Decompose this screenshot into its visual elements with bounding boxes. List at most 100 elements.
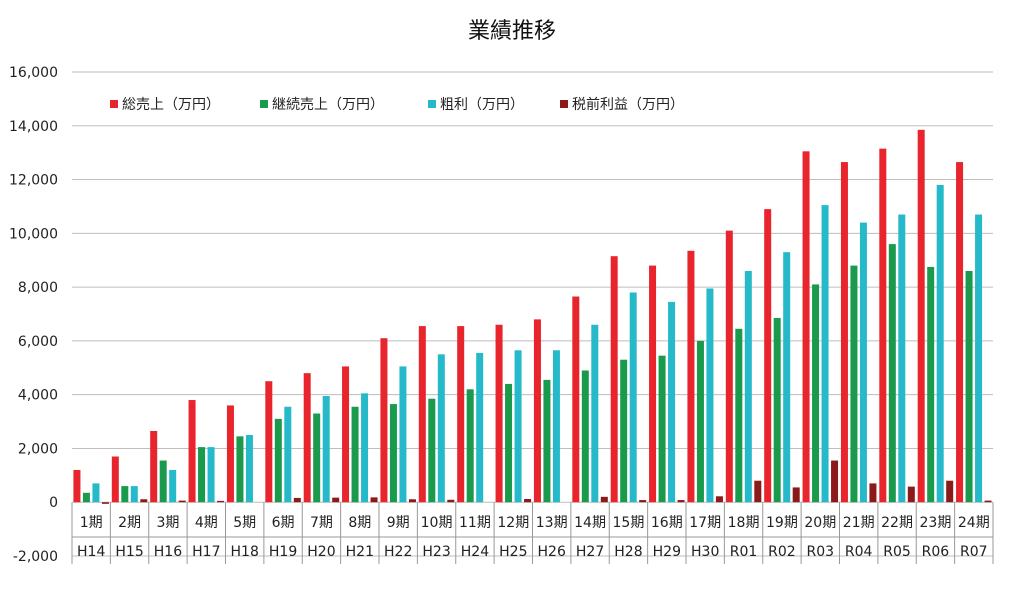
bar-series-2-R04 (850, 265, 858, 503)
category-sub-label: R05 (883, 544, 911, 560)
bar-series-1-H16 (150, 430, 158, 503)
y-tick-label: 12,000 (9, 173, 58, 189)
category-label: 2期 (118, 515, 141, 531)
bar-series-4-H14 (101, 502, 109, 504)
category-label: 6期 (272, 515, 295, 531)
bar-series-3-R02 (783, 252, 791, 503)
bar-series-4-R04 (869, 483, 877, 503)
bar-series-2-H18 (236, 436, 244, 503)
legend-label: 総売上（万円） (122, 97, 220, 113)
bar-series-4-H29 (677, 500, 685, 503)
bar-series-2-H26 (543, 379, 551, 503)
bar-series-2-H25 (505, 383, 513, 503)
bar-series-3-H30 (706, 288, 714, 503)
chart-title: 業績推移 (468, 19, 556, 44)
bar-series-1-H15 (111, 456, 119, 503)
category-sub-label: H24 (461, 544, 489, 560)
y-axis-tick-labels: -2,000 0 2,000 4,000 6,000 8,000 10,000 12,000 1… (9, 65, 58, 565)
category-sub-label: R02 (768, 544, 796, 560)
bar-series-1-H17 (188, 400, 196, 503)
bar-series-2-H24 (466, 389, 474, 503)
bar-series-4-H21 (370, 497, 378, 503)
bar-series-3-H25 (514, 350, 522, 503)
category-sub-label: H18 (231, 544, 259, 560)
category-sub-label: R03 (807, 544, 835, 560)
category-sub-label: H30 (691, 544, 719, 560)
category-label: 9期 (387, 515, 410, 531)
bar-series-2-H27 (581, 370, 589, 503)
bar-series-3-H19 (284, 406, 292, 503)
bar-series-2-H20 (313, 413, 321, 503)
bar-series-3-R07 (975, 214, 983, 503)
bar-series-1-H28 (610, 256, 618, 503)
legend-swatch (560, 100, 568, 108)
category-label: 17期 (689, 515, 721, 531)
bar-series-1-H25 (495, 324, 503, 503)
category-label: 15期 (613, 515, 645, 531)
category-sub-label: H23 (422, 544, 450, 560)
category-label: 13期 (536, 515, 568, 531)
bar-series-4-H17 (217, 500, 225, 503)
bar-series-1-R07 (956, 162, 964, 503)
bar-series-1-H21 (342, 366, 350, 503)
bar-series-1-R05 (879, 148, 887, 503)
category-sub-label: R01 (730, 544, 758, 560)
bar-series-3-H16 (169, 469, 177, 503)
bar-series-2-H15 (121, 486, 129, 503)
category-sub-label: R04 (845, 544, 873, 560)
legend-swatch (110, 100, 118, 108)
legend-swatch (260, 100, 268, 108)
bar-series-3-R03 (821, 205, 829, 503)
y-tick-label: 16,000 (9, 65, 58, 81)
bar-series-4-H20 (332, 497, 340, 503)
category-sub-label: H20 (307, 544, 335, 560)
category-sub-label: H25 (499, 544, 527, 560)
bar-series-1-R04 (840, 162, 848, 503)
bar-series-1-R01 (725, 230, 733, 503)
bar-series-2-H28 (620, 359, 628, 503)
bar-series-1-H29 (649, 265, 657, 503)
category-label: 11期 (459, 515, 491, 531)
bar-series-1-H20 (303, 373, 311, 503)
bar-series-1-H22 (380, 338, 388, 503)
legend-label: 税前利益（万円） (572, 96, 684, 113)
bar-series-3-H29 (668, 301, 676, 503)
legend-label: 粗利（万円） (440, 97, 524, 113)
bar-series-2-H21 (351, 406, 359, 503)
category-sub-label: H27 (576, 544, 604, 560)
category-label: 3期 (156, 515, 179, 531)
bar-series-3-H14 (92, 483, 100, 503)
bar-series-1-H14 (73, 469, 81, 503)
bar-series-4-H23 (447, 499, 455, 503)
category-label: 4期 (195, 515, 218, 531)
bar-series-1-R03 (802, 151, 810, 503)
bar-series-4-R06 (946, 480, 954, 503)
category-label: 24期 (958, 515, 990, 531)
bar-series-4-R01 (754, 480, 762, 503)
category-sub-label: H19 (269, 544, 297, 560)
category-sub-label: H26 (538, 544, 566, 560)
bar-series-2-R06 (927, 266, 935, 503)
bar-series-4-H22 (408, 499, 416, 503)
bar-series-1-H18 (226, 405, 234, 503)
category-sub-label: H28 (614, 544, 642, 560)
category-sub-label: R07 (960, 544, 988, 560)
bar-series-2-H23 (428, 398, 436, 503)
category-sub-label: H14 (77, 544, 105, 560)
category-sub-label: H22 (384, 544, 412, 560)
bar-series-4-H27 (600, 496, 608, 503)
bar-series-2-R07 (965, 270, 973, 503)
category-label: 5期 (233, 515, 256, 531)
legend-label: 継続売上（万円） (272, 96, 384, 113)
bar-series-2-R01 (735, 328, 743, 503)
y-tick-label: -2,000 (13, 549, 58, 565)
category-sub-label: R06 (922, 544, 950, 560)
bar-series-4-H25 (524, 499, 532, 503)
bar-series-3-H18 (245, 435, 253, 503)
category-label: 23期 (920, 515, 952, 531)
category-sub-label: H15 (115, 544, 143, 560)
bar-series-4-H16 (178, 500, 186, 503)
bar-series-2-R03 (812, 284, 820, 503)
